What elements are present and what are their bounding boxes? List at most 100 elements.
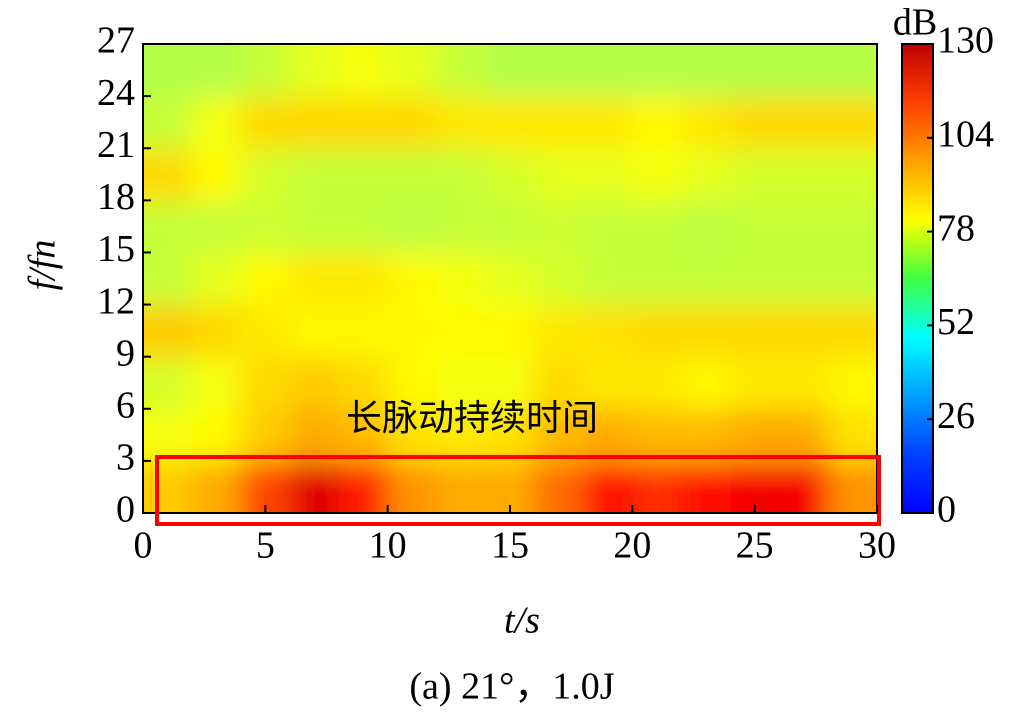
colorbar [901,43,934,514]
heatmap-cell [191,44,242,98]
heatmap-cell [338,148,389,202]
heatmap-cell [779,200,830,254]
heatmap-cell [338,408,389,462]
heatmap-cell [632,96,683,150]
y-axis-label: f/fn [22,240,64,291]
colorbar-tick-label: 52 [937,301,975,343]
heatmap-cell [191,408,242,462]
highlight-box [155,455,881,526]
heatmap-cell [191,460,242,513]
heatmap-cell [681,252,732,306]
heatmap-cell [534,148,585,202]
y-tick-label: 6 [116,384,135,426]
heatmap-cell [338,356,389,410]
heatmap-cell [338,44,389,98]
heatmap-cell [534,408,585,462]
heatmap-cell [681,408,732,462]
heatmap-cell [289,356,340,410]
heatmap-cell [387,408,438,462]
heatmap-cell [338,460,389,513]
heatmap-cell [828,304,877,358]
heatmap-cell [583,304,634,358]
heatmap-cell [779,356,830,410]
heatmap-cell [240,96,291,150]
heatmap-cell [387,460,438,513]
heatmap-cell [143,460,193,513]
y-tick-label: 9 [116,332,135,374]
colorbar-tick-label: 78 [937,207,975,249]
colorbar-label: dB [893,2,937,44]
heatmap-cell [485,44,536,98]
heatmap-cell [828,148,877,202]
heatmap-cell [632,200,683,254]
heatmap-cell [730,96,781,150]
heatmap [143,44,877,513]
heatmap-cell [143,44,193,98]
heatmap-cell [534,96,585,150]
heatmap-cell [485,304,536,358]
heatmap-cell [436,148,487,202]
heatmap-cell [730,304,781,358]
heatmap-cell [485,96,536,150]
heatmap-cell [583,148,634,202]
heatmap-cell [534,460,585,513]
heatmap-cell [436,408,487,462]
heatmap-cell [779,96,830,150]
heatmap-cell [143,200,193,254]
heatmap-cell [240,44,291,98]
heatmap-cell [143,252,193,306]
heatmap-cell [338,96,389,150]
heatmap-cell [240,460,291,513]
heatmap-cell [583,460,634,513]
heatmap-cell [779,304,830,358]
heatmap-cell [534,44,585,98]
heatmap-cell [534,200,585,254]
heatmap-cell [436,96,487,150]
heatmap-cell [191,252,242,306]
heatmap-cell [534,356,585,410]
heatmap-cell [143,304,193,358]
heatmap-cell [779,460,830,513]
heatmap-cell [583,200,634,254]
caption: (a) 21°，1.0J [409,666,614,708]
heatmap-cell [730,460,781,513]
x-tick-label: 20 [613,525,651,567]
heatmap-cell [730,356,781,410]
colorbar-tick-label: 130 [937,20,994,62]
x-tick-label: 15 [491,525,529,567]
heatmap-cell [730,148,781,202]
y-tick-label: 21 [97,124,135,166]
heatmap-cell [338,304,389,358]
y-tick-label: 15 [97,228,135,270]
heatmap-cell [289,44,340,98]
heatmap-cell [583,356,634,410]
heatmap-cell [191,148,242,202]
heatmap-cell [583,252,634,306]
heatmap-cell [632,44,683,98]
heatmap-cell [583,408,634,462]
heatmap-cell [387,44,438,98]
heatmap-cell [143,148,193,202]
heatmap-cell [191,200,242,254]
heatmap-cell [681,356,732,410]
x-tick-label: 25 [736,525,774,567]
heatmap-cell [485,200,536,254]
heatmap-cell [485,460,536,513]
y-tick-label: 3 [116,437,135,479]
heatmap-cells [143,44,877,513]
colorbar-tick-label: 0 [937,489,956,531]
y-tick-label: 24 [97,72,135,114]
heatmap-cell [828,44,877,98]
y-tick-label: 27 [97,20,135,62]
y-tick-label: 12 [97,280,135,322]
heatmap-cell [828,252,877,306]
heatmap-cell [534,252,585,306]
colorbar-tick-label: 104 [937,114,994,156]
heatmap-cell [779,408,830,462]
heatmap-cell [485,356,536,410]
heatmap-cell [583,96,634,150]
heatmap-cell [681,200,732,254]
x-axis-label: t/s [504,600,540,642]
heatmap-cell [828,408,877,462]
heatmap-cell [387,304,438,358]
